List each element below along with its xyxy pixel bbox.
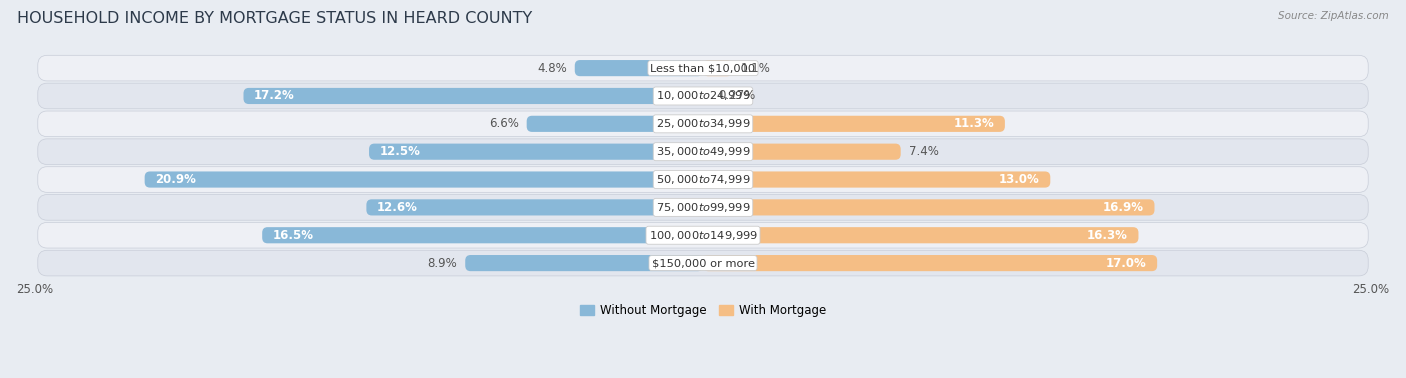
Legend: Without Mortgage, With Mortgage: Without Mortgage, With Mortgage <box>575 300 831 322</box>
Text: 12.6%: 12.6% <box>377 201 418 214</box>
Text: $25,000 to $34,999: $25,000 to $34,999 <box>655 117 751 130</box>
Text: 6.6%: 6.6% <box>489 117 519 130</box>
FancyBboxPatch shape <box>703 60 733 76</box>
FancyBboxPatch shape <box>703 172 1050 187</box>
Text: Source: ZipAtlas.com: Source: ZipAtlas.com <box>1278 11 1389 21</box>
Text: $150,000 or more: $150,000 or more <box>651 258 755 268</box>
FancyBboxPatch shape <box>703 227 1139 243</box>
Text: 20.9%: 20.9% <box>155 173 197 186</box>
FancyBboxPatch shape <box>38 83 1368 109</box>
Text: 17.2%: 17.2% <box>254 90 295 102</box>
FancyBboxPatch shape <box>38 250 1368 276</box>
FancyBboxPatch shape <box>703 199 1154 215</box>
Text: Less than $10,000: Less than $10,000 <box>651 63 755 73</box>
Text: 7.4%: 7.4% <box>908 145 939 158</box>
FancyBboxPatch shape <box>465 255 703 271</box>
Text: $75,000 to $99,999: $75,000 to $99,999 <box>655 201 751 214</box>
Text: HOUSEHOLD INCOME BY MORTGAGE STATUS IN HEARD COUNTY: HOUSEHOLD INCOME BY MORTGAGE STATUS IN H… <box>17 11 531 26</box>
Text: 16.5%: 16.5% <box>273 229 314 242</box>
FancyBboxPatch shape <box>243 88 703 104</box>
FancyBboxPatch shape <box>38 222 1368 248</box>
FancyBboxPatch shape <box>38 195 1368 220</box>
Text: 0.27%: 0.27% <box>718 90 755 102</box>
Text: $50,000 to $74,999: $50,000 to $74,999 <box>655 173 751 186</box>
Text: $100,000 to $149,999: $100,000 to $149,999 <box>648 229 758 242</box>
Text: 8.9%: 8.9% <box>427 257 457 270</box>
Text: 12.5%: 12.5% <box>380 145 420 158</box>
FancyBboxPatch shape <box>38 111 1368 136</box>
FancyBboxPatch shape <box>38 167 1368 192</box>
FancyBboxPatch shape <box>575 60 703 76</box>
Text: 13.0%: 13.0% <box>998 173 1039 186</box>
Text: $35,000 to $49,999: $35,000 to $49,999 <box>655 145 751 158</box>
FancyBboxPatch shape <box>367 199 703 215</box>
FancyBboxPatch shape <box>145 172 703 187</box>
FancyBboxPatch shape <box>703 88 710 104</box>
FancyBboxPatch shape <box>527 116 703 132</box>
Text: 16.3%: 16.3% <box>1087 229 1128 242</box>
FancyBboxPatch shape <box>703 144 901 160</box>
FancyBboxPatch shape <box>703 255 1157 271</box>
Text: $10,000 to $24,999: $10,000 to $24,999 <box>655 90 751 102</box>
Text: 1.1%: 1.1% <box>741 62 770 74</box>
FancyBboxPatch shape <box>703 116 1005 132</box>
Text: 11.3%: 11.3% <box>953 117 994 130</box>
FancyBboxPatch shape <box>38 139 1368 164</box>
FancyBboxPatch shape <box>38 55 1368 81</box>
FancyBboxPatch shape <box>368 144 703 160</box>
Text: 16.9%: 16.9% <box>1102 201 1144 214</box>
FancyBboxPatch shape <box>262 227 703 243</box>
Text: 4.8%: 4.8% <box>537 62 567 74</box>
Text: 17.0%: 17.0% <box>1105 257 1146 270</box>
